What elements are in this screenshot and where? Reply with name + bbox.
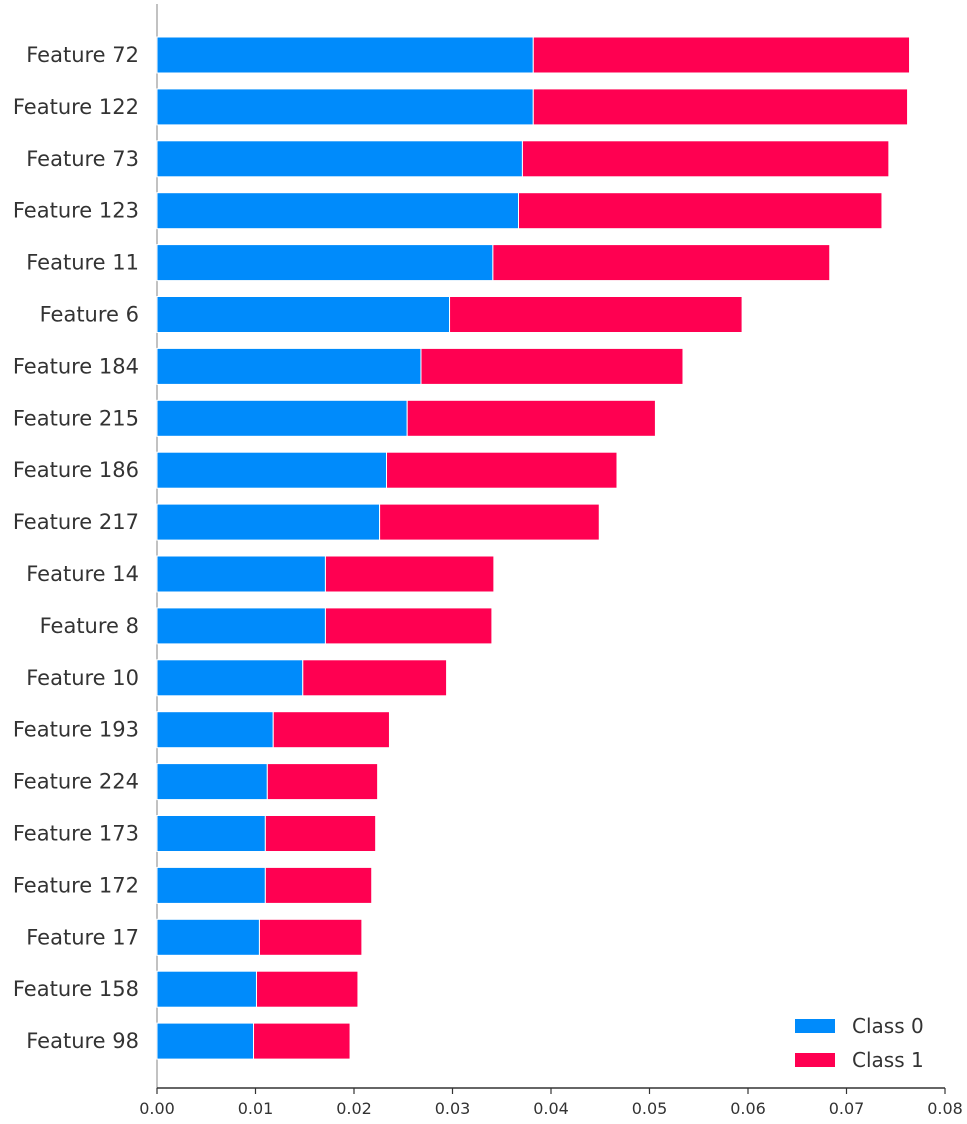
bar-class0 [156,451,388,489]
x-tick-label: 0.04 [533,1099,569,1118]
bar-class0 [156,1022,255,1060]
category-label: Feature 193 [13,718,139,742]
bar-class0 [156,192,519,230]
bar-class1 [302,659,448,697]
bar-class0 [156,970,257,1008]
bar-class1 [264,866,373,904]
bar-class0 [156,815,266,852]
bar-class0 [156,763,268,801]
category-label: Feature 184 [13,354,139,378]
category-label: Feature 224 [13,770,139,794]
bar-class1 [272,711,390,749]
bar-class1 [386,451,618,489]
x-tick-label: 0.07 [829,1099,865,1118]
bar-class0 [156,866,266,904]
bar-class1 [532,88,909,126]
category-label: Feature 8 [40,614,139,638]
category-label: Feature 10 [26,666,139,690]
category-label: Feature 17 [26,925,139,949]
category-label: Feature 73 [26,147,139,171]
x-axis-ticks: 0.00 0.01 0.02 0.03 0.04 0.05 0.06 0.07 0.08 [139,1088,963,1118]
bar-class1 [324,555,495,593]
legend-swatch-class0 [795,1019,835,1033]
bar-class0 [156,659,304,697]
bar-class0 [156,88,534,126]
bar-class1 [324,607,493,645]
legend-label-class1: Class 1 [852,1048,924,1072]
bar-class1 [517,192,883,230]
bar-class0 [156,140,523,178]
bar-class0 [156,296,451,333]
category-label: Feature 98 [26,1029,139,1053]
bars-group [156,36,911,1060]
category-label: Feature 14 [26,562,139,586]
bar-class0 [156,347,422,385]
bar-class1 [532,36,911,74]
bar-class1 [449,296,743,333]
x-tick-label: 0.08 [927,1099,963,1118]
category-label: Feature 11 [26,251,139,275]
x-tick-label: 0.03 [435,1099,471,1118]
category-label: Feature 186 [13,458,139,482]
bar-class0 [156,503,381,541]
bar-class1 [253,1022,351,1060]
category-labels: Feature 72 Feature 122 Feature 73 Feature 1… [13,43,139,1053]
bar-class1 [266,763,379,801]
bar-class1 [420,347,684,385]
bar-class0 [156,555,326,593]
legend-label-class0: Class 0 [852,1014,924,1038]
category-label: Feature 215 [13,406,139,430]
category-label: Feature 173 [13,822,139,846]
bar-class0 [156,36,534,74]
bar-class1 [258,918,363,956]
x-tick-label: 0.00 [139,1099,175,1118]
x-tick-label: 0.05 [632,1099,668,1118]
bar-class1 [379,503,600,541]
bar-class1 [492,244,831,282]
legend: Class 0 Class 1 [795,1014,924,1072]
x-tick-label: 0.01 [238,1099,274,1118]
category-label: Feature 122 [13,95,139,119]
category-label: Feature 158 [13,977,139,1001]
category-label: Feature 123 [13,199,139,223]
bar-class1 [255,970,359,1008]
bar-class0 [156,918,260,956]
bar-class0 [156,399,408,437]
category-label: Feature 217 [13,510,139,534]
bar-class1 [264,815,377,852]
x-tick-label: 0.02 [336,1099,372,1118]
category-label: Feature 72 [26,43,139,67]
bar-class1 [406,399,656,437]
bar-class1 [521,140,890,178]
category-label: Feature 172 [13,873,139,897]
x-tick-label: 0.06 [730,1099,766,1118]
legend-swatch-class1 [795,1053,835,1067]
bar-class0 [156,711,274,749]
category-label: Feature 6 [40,303,139,327]
bar-class0 [156,607,326,645]
bar-class0 [156,244,494,282]
